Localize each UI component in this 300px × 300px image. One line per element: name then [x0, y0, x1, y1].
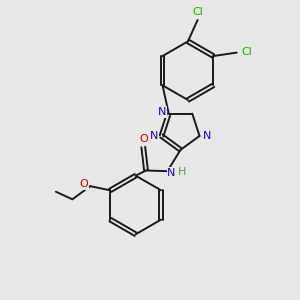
Text: O: O [79, 179, 88, 189]
Text: Cl: Cl [192, 8, 203, 17]
Text: Cl: Cl [241, 47, 252, 57]
Text: N: N [150, 131, 158, 141]
Text: N: N [158, 107, 166, 117]
Text: N: N [203, 131, 211, 141]
Text: H: H [178, 167, 186, 177]
Text: N: N [167, 168, 176, 178]
Text: O: O [139, 134, 148, 145]
